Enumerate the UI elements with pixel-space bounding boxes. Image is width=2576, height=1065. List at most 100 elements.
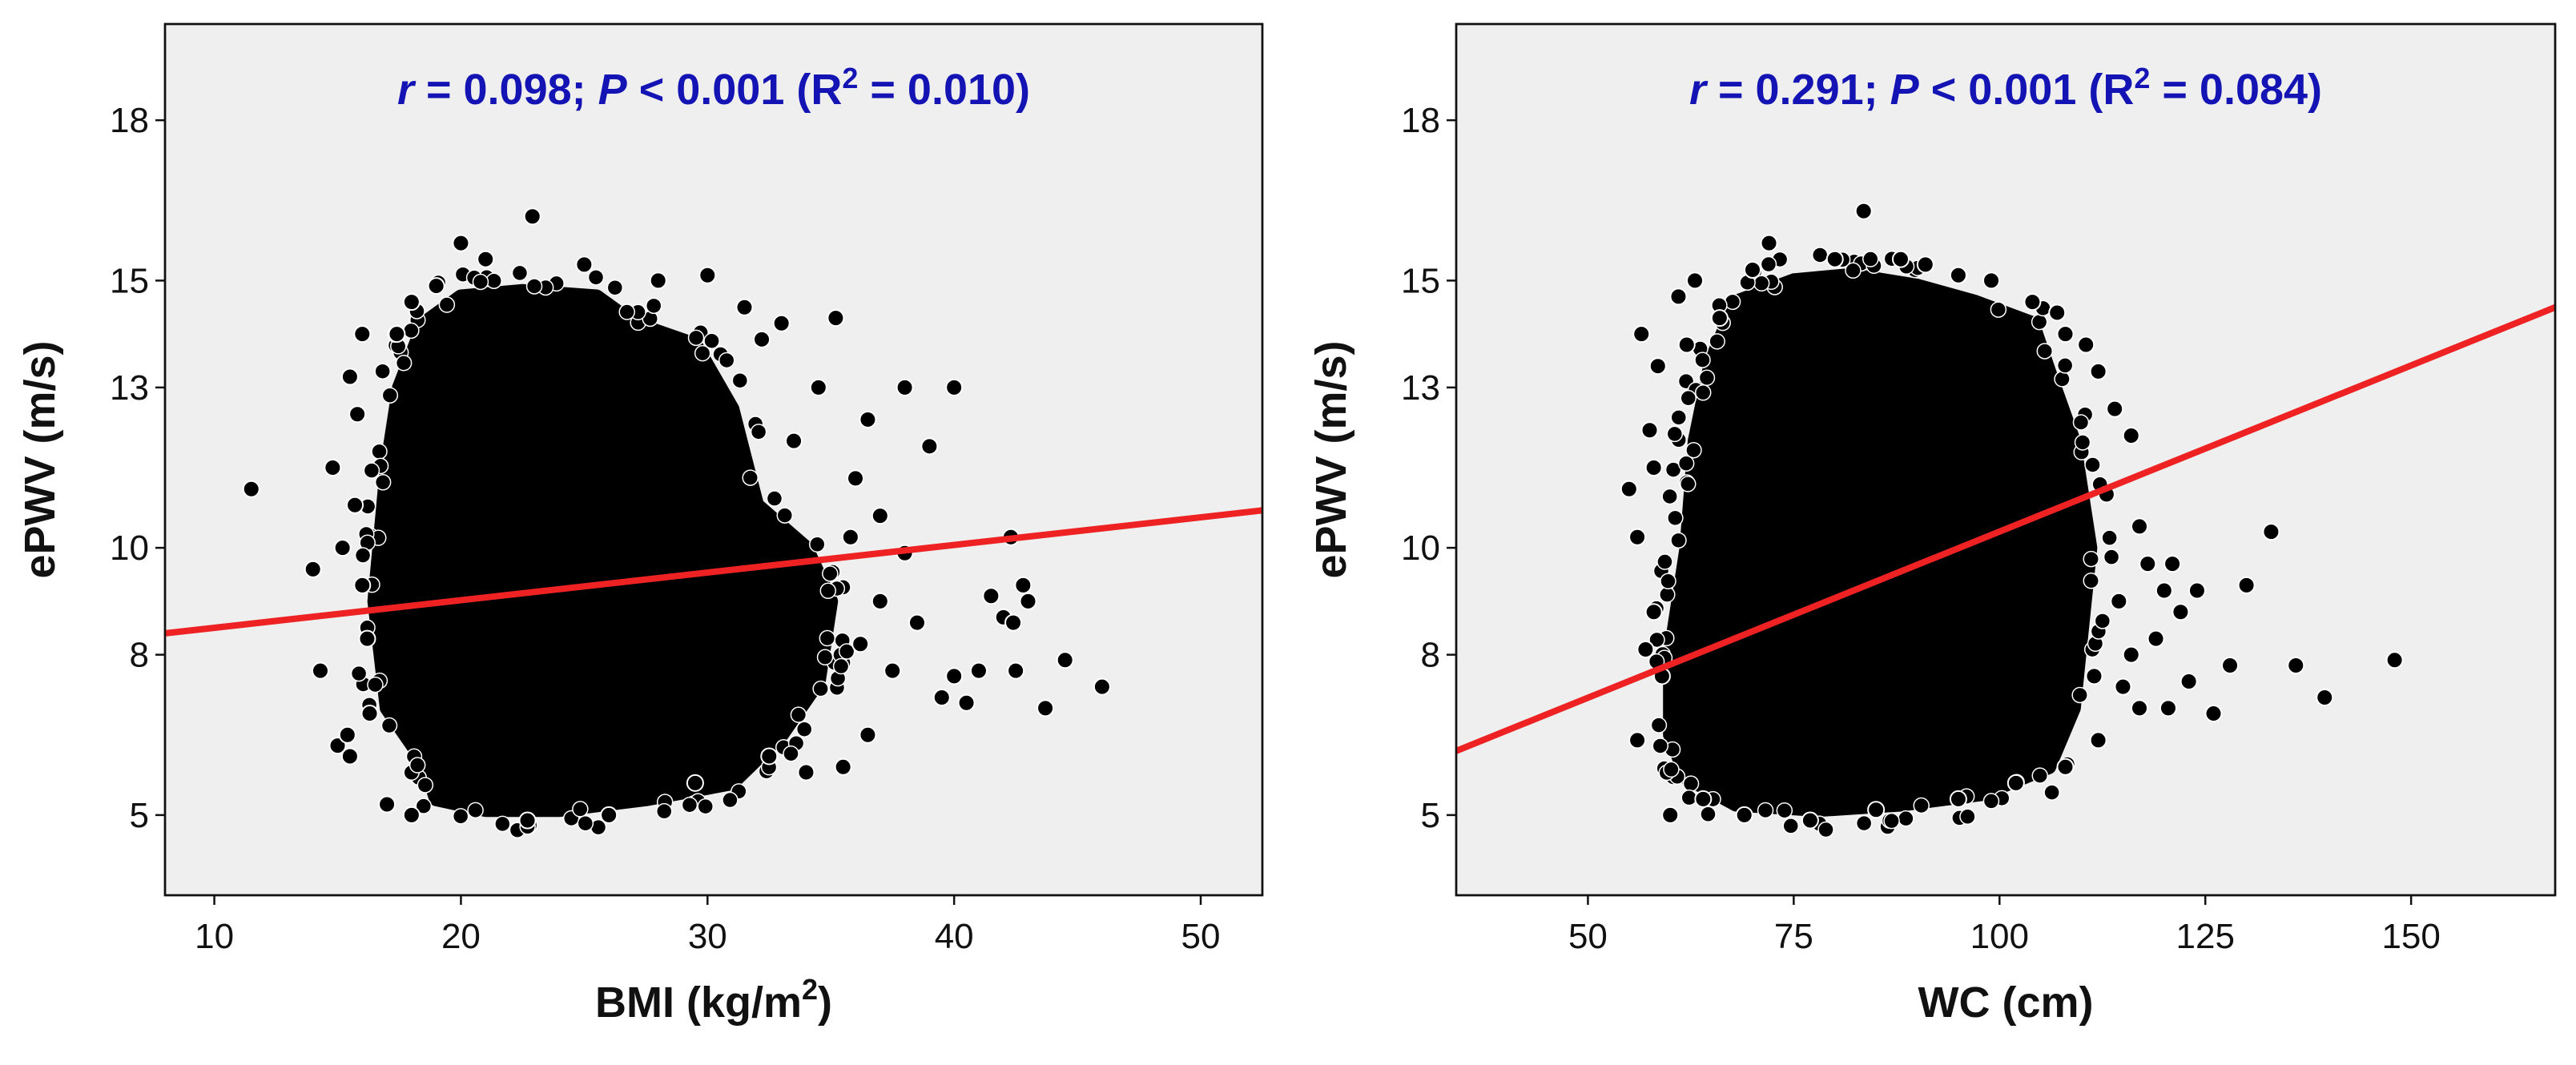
x-axis-title-tail: ) (818, 979, 832, 1027)
scatter-point (1743, 261, 1761, 279)
scatter-point (812, 680, 829, 697)
x-axis-title-superscript: 2 (802, 973, 818, 1006)
scatter-point (338, 725, 356, 744)
scatter-point (1648, 631, 1665, 649)
scatter-point (1632, 325, 1651, 344)
annotation-p-value: < 0.001 (R (1919, 66, 2135, 114)
scatter-point (494, 815, 511, 833)
scatter-point (1093, 677, 1111, 696)
scatter-point (518, 811, 537, 830)
scatter-point (525, 278, 543, 295)
scatter-point (827, 309, 845, 328)
scatter-point (1801, 811, 1819, 830)
regression-line (1456, 304, 2555, 754)
scatter-point (1916, 255, 1934, 274)
scatter-point (1656, 553, 1673, 570)
scatter-point (694, 344, 711, 362)
x-tick-label: 30 (688, 917, 727, 956)
scatter-point (1862, 251, 1879, 267)
scatter-point (403, 322, 420, 340)
scatter-point (783, 745, 799, 762)
scatter-point (957, 693, 976, 712)
scatter-point (932, 689, 951, 707)
x-tick-label: 50 (1181, 917, 1221, 956)
scatter-point (969, 661, 988, 680)
scatter-point (1694, 352, 1711, 368)
dense-point-cloud (367, 283, 839, 818)
plot-border (1455, 22, 2557, 897)
dense-point-cloud (1663, 267, 2098, 818)
scatter-point (409, 757, 426, 774)
scatter-point (697, 798, 714, 815)
scatter-point (847, 469, 865, 488)
data-layer (1456, 202, 2555, 838)
scatter-point (2077, 336, 2095, 354)
x-axis-title: BMI (kg/m2) (595, 973, 832, 1027)
y-tick-label: 8 (1421, 636, 1440, 675)
scatter-point (776, 507, 793, 524)
scatter-point (2262, 523, 2280, 541)
scatter-point (374, 474, 392, 491)
scatter-point (2122, 426, 2140, 444)
scatter-point (1677, 455, 1695, 472)
scatter-point (1620, 480, 1638, 498)
scatter-point (834, 758, 852, 776)
scatter-point (2083, 573, 2099, 589)
annotation-r-symbol: r (397, 66, 417, 114)
scatter-point (822, 565, 839, 582)
scatter-point (2147, 629, 2165, 648)
scatter-point (753, 330, 771, 348)
scatter-point (2085, 667, 2103, 685)
correlation-annotation: r = 0.291; P < 0.001 (R2 = 0.084) (1689, 62, 2322, 114)
y-tick-label: 5 (130, 796, 149, 835)
annotation-p-symbol: P (1890, 66, 1920, 114)
scatter-point (1669, 287, 1688, 306)
scatter-point (1636, 640, 1655, 658)
scatter-point (402, 806, 421, 824)
scatter-point (438, 296, 456, 313)
scatter-point (1760, 255, 1777, 273)
annotation-p-value: < 0.001 (R (627, 66, 843, 114)
scatter-point (1982, 793, 2000, 810)
scatter-point (381, 387, 399, 404)
scatter-point (1949, 790, 1967, 808)
scatter-point (1710, 309, 1729, 328)
y-tick-label: 13 (110, 368, 149, 408)
scatter-point (945, 378, 964, 396)
scatter-point (340, 747, 359, 766)
scatter-point (575, 255, 594, 274)
y-tick-label: 13 (1401, 368, 1440, 408)
scatter-point (477, 250, 495, 268)
scatter-point (350, 665, 368, 682)
scatter-point (374, 363, 391, 380)
scatter-point (1666, 425, 1684, 443)
scatter-point (1685, 441, 1702, 459)
scatter-point (1959, 808, 1976, 826)
y-tick-label: 8 (130, 636, 149, 675)
y-tick-label: 5 (1421, 796, 1440, 835)
scatter-point (606, 279, 624, 296)
x-tick-label: 10 (195, 917, 234, 956)
scatter-point (2074, 434, 2091, 451)
scatter-point (1854, 202, 1873, 220)
annotation-r-value: = 0.098; (414, 66, 598, 114)
plot-border (163, 22, 1264, 897)
scatter-point (577, 814, 594, 832)
x-tick-label: 50 (1568, 917, 1608, 956)
scatter-point (1982, 271, 2001, 290)
scatter-point (367, 676, 384, 693)
scatter-point (452, 808, 469, 825)
scatter-point (2180, 673, 2198, 691)
y-tick-label: 15 (110, 261, 149, 300)
scatter-point (2054, 371, 2071, 388)
scatter-point (1694, 790, 1713, 808)
scatter-point (353, 576, 372, 594)
scatter-point (1782, 818, 1799, 834)
scatter-point (681, 796, 698, 814)
x-tick-label: 40 (935, 917, 974, 956)
scatter-point (1670, 532, 1687, 549)
scatter-point (304, 560, 322, 578)
scatter-point (1682, 775, 1700, 792)
x-axis-title: WC (cm) (1918, 979, 2094, 1027)
scatter-point (415, 798, 433, 814)
